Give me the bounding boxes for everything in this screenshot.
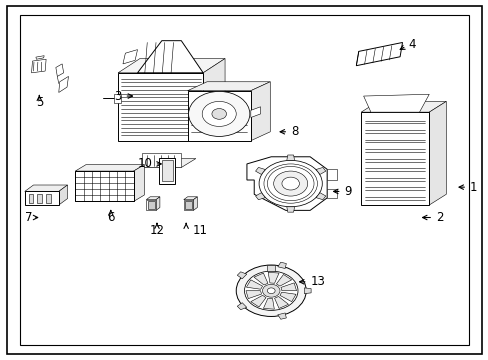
Polygon shape: [277, 262, 286, 269]
Circle shape: [202, 102, 236, 126]
Polygon shape: [286, 207, 294, 212]
Polygon shape: [245, 291, 261, 298]
Polygon shape: [187, 91, 250, 141]
Text: 11: 11: [192, 224, 207, 237]
Polygon shape: [255, 167, 264, 175]
Circle shape: [259, 160, 322, 207]
Polygon shape: [146, 197, 160, 200]
Bar: [114, 94, 121, 103]
Polygon shape: [237, 303, 246, 310]
Polygon shape: [246, 280, 262, 289]
Polygon shape: [356, 42, 402, 66]
Text: 4: 4: [408, 39, 415, 51]
Circle shape: [282, 177, 299, 190]
Polygon shape: [59, 185, 67, 205]
Polygon shape: [142, 158, 196, 167]
Polygon shape: [255, 193, 264, 200]
Polygon shape: [137, 41, 203, 73]
Bar: [147, 202, 154, 208]
Text: 13: 13: [310, 275, 325, 288]
Polygon shape: [315, 167, 325, 175]
Text: 1: 1: [468, 181, 476, 194]
Polygon shape: [263, 298, 274, 309]
Polygon shape: [59, 76, 68, 93]
Polygon shape: [183, 197, 197, 200]
Bar: [46, 194, 51, 203]
Circle shape: [211, 109, 226, 119]
Polygon shape: [118, 73, 203, 141]
Polygon shape: [122, 50, 137, 64]
Polygon shape: [203, 59, 224, 141]
Polygon shape: [281, 283, 296, 291]
Text: 9: 9: [344, 185, 351, 198]
Text: 12: 12: [149, 224, 164, 237]
Polygon shape: [133, 165, 144, 202]
Polygon shape: [274, 297, 288, 309]
Text: 6: 6: [107, 211, 114, 224]
Circle shape: [262, 284, 280, 297]
Polygon shape: [156, 197, 160, 210]
Polygon shape: [361, 102, 446, 112]
Polygon shape: [315, 193, 325, 200]
Bar: [185, 202, 192, 208]
Polygon shape: [250, 82, 270, 141]
Polygon shape: [237, 272, 246, 279]
Polygon shape: [36, 56, 44, 59]
Polygon shape: [326, 189, 336, 198]
Polygon shape: [361, 112, 428, 205]
Bar: [37, 194, 42, 203]
Polygon shape: [253, 273, 267, 285]
Polygon shape: [250, 295, 265, 307]
Polygon shape: [304, 288, 310, 294]
Polygon shape: [142, 153, 181, 167]
Polygon shape: [75, 171, 133, 202]
Polygon shape: [286, 155, 294, 160]
Polygon shape: [267, 272, 279, 283]
Polygon shape: [187, 82, 270, 91]
Polygon shape: [279, 292, 295, 302]
Polygon shape: [277, 313, 286, 319]
Polygon shape: [250, 107, 260, 117]
Polygon shape: [246, 157, 326, 210]
Bar: [162, 160, 172, 181]
Polygon shape: [56, 64, 63, 76]
Polygon shape: [118, 59, 224, 73]
Polygon shape: [326, 169, 336, 180]
Polygon shape: [428, 102, 446, 205]
Polygon shape: [31, 59, 46, 73]
Polygon shape: [25, 192, 59, 205]
Text: 3: 3: [114, 90, 122, 103]
Text: 7: 7: [25, 211, 33, 224]
Text: 2: 2: [436, 211, 443, 224]
Polygon shape: [75, 165, 144, 171]
Circle shape: [273, 171, 307, 196]
Text: 5: 5: [36, 96, 43, 109]
Polygon shape: [363, 94, 428, 112]
Bar: [159, 158, 175, 184]
Bar: [29, 194, 33, 203]
Polygon shape: [25, 185, 67, 192]
Polygon shape: [183, 200, 193, 210]
Bar: [267, 265, 275, 271]
Text: 8: 8: [290, 125, 298, 138]
Polygon shape: [146, 200, 156, 210]
Polygon shape: [276, 274, 291, 286]
Circle shape: [267, 288, 275, 294]
Text: 10: 10: [137, 157, 152, 170]
Circle shape: [244, 271, 297, 310]
Circle shape: [236, 265, 305, 316]
Polygon shape: [193, 197, 197, 210]
Circle shape: [188, 91, 249, 136]
